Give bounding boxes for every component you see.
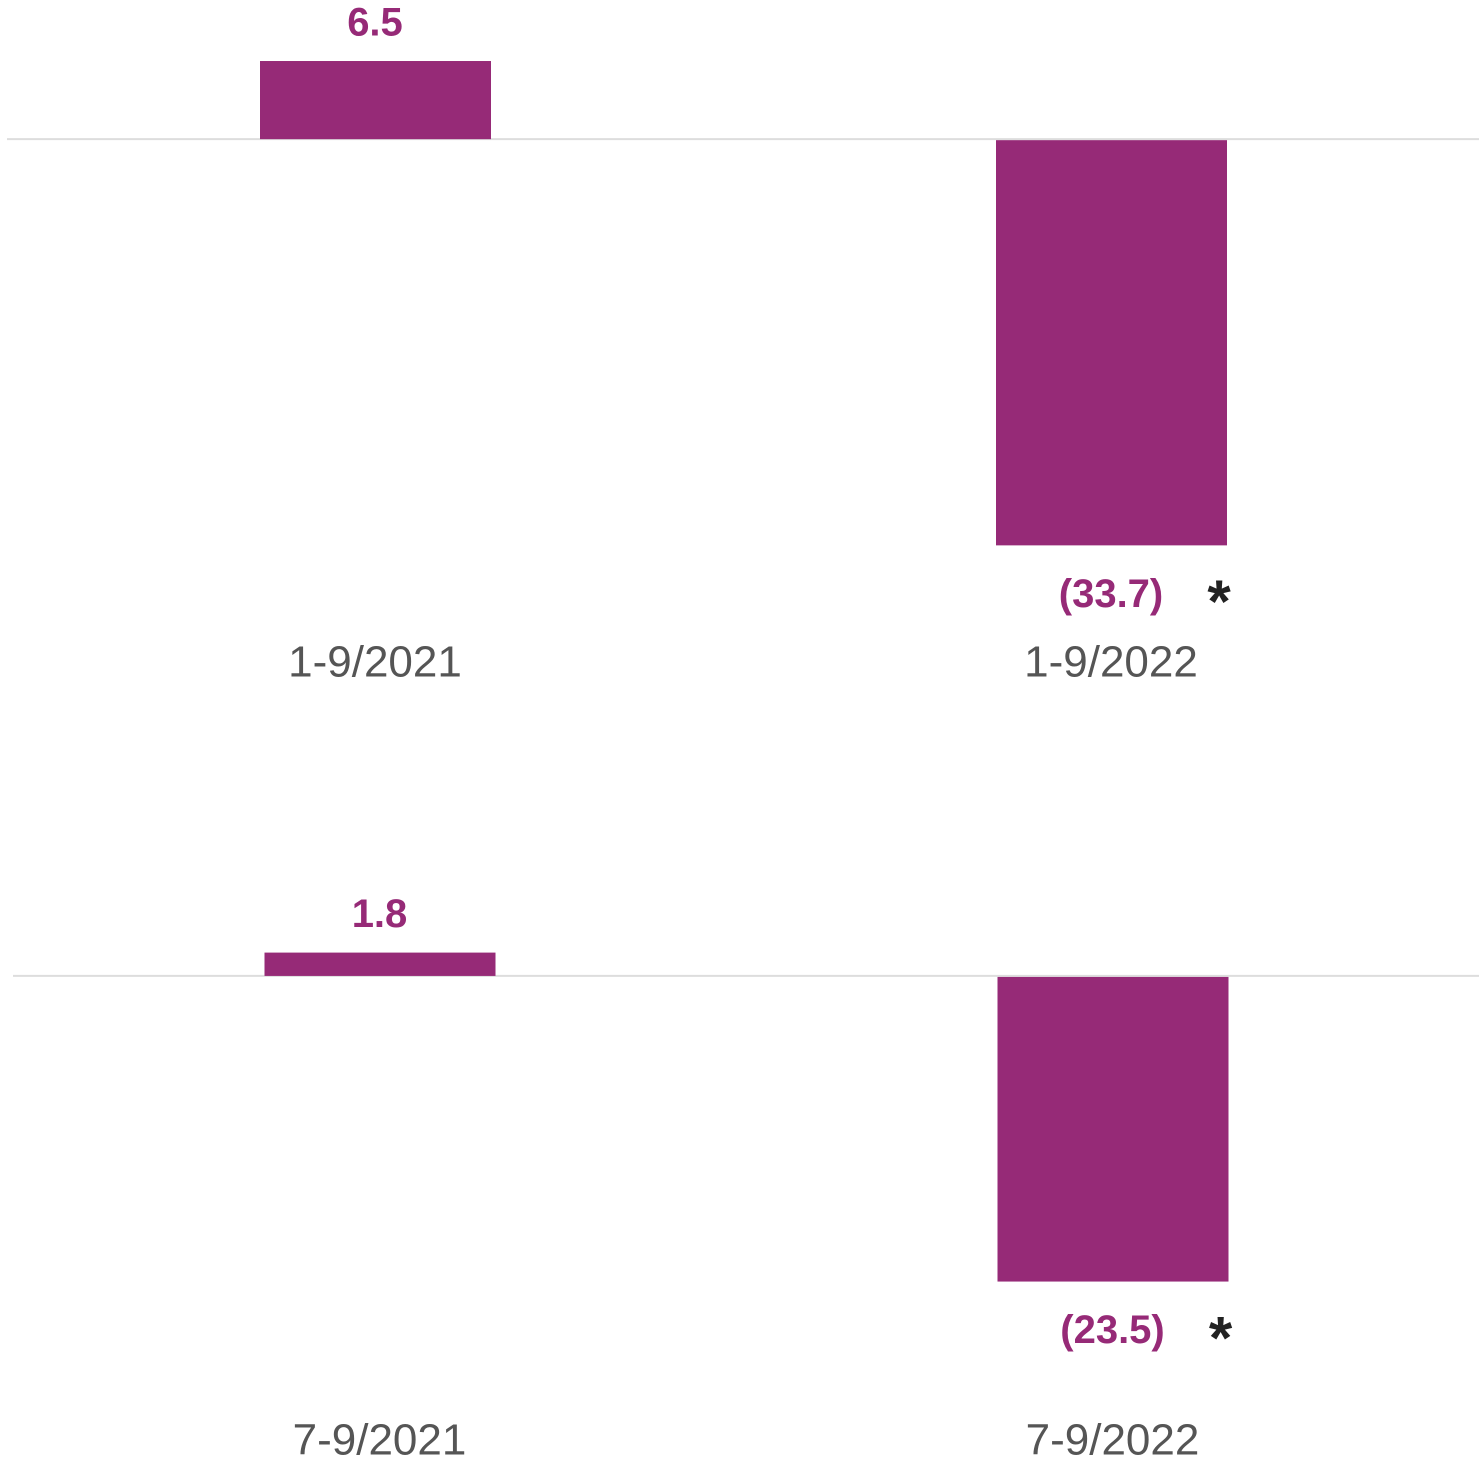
value-label: 6.5 (347, 1, 403, 45)
x-tick-label: 1-9/2022 (1024, 638, 1198, 687)
value-label: 1.8 (352, 892, 408, 936)
annotation: * (1209, 1304, 1233, 1371)
x-tick-label: 7-9/2021 (293, 1416, 467, 1465)
bar (264, 952, 496, 976)
value-label: (23.5) (1060, 1308, 1165, 1352)
value-label: (33.7) (1059, 572, 1164, 616)
x-tick-label: 1-9/2021 (288, 638, 462, 687)
annotation: * (1207, 568, 1231, 635)
x-tick-label: 7-9/2022 (1026, 1416, 1200, 1465)
bar (997, 976, 1229, 1282)
bar (260, 61, 491, 140)
bar (996, 140, 1227, 546)
